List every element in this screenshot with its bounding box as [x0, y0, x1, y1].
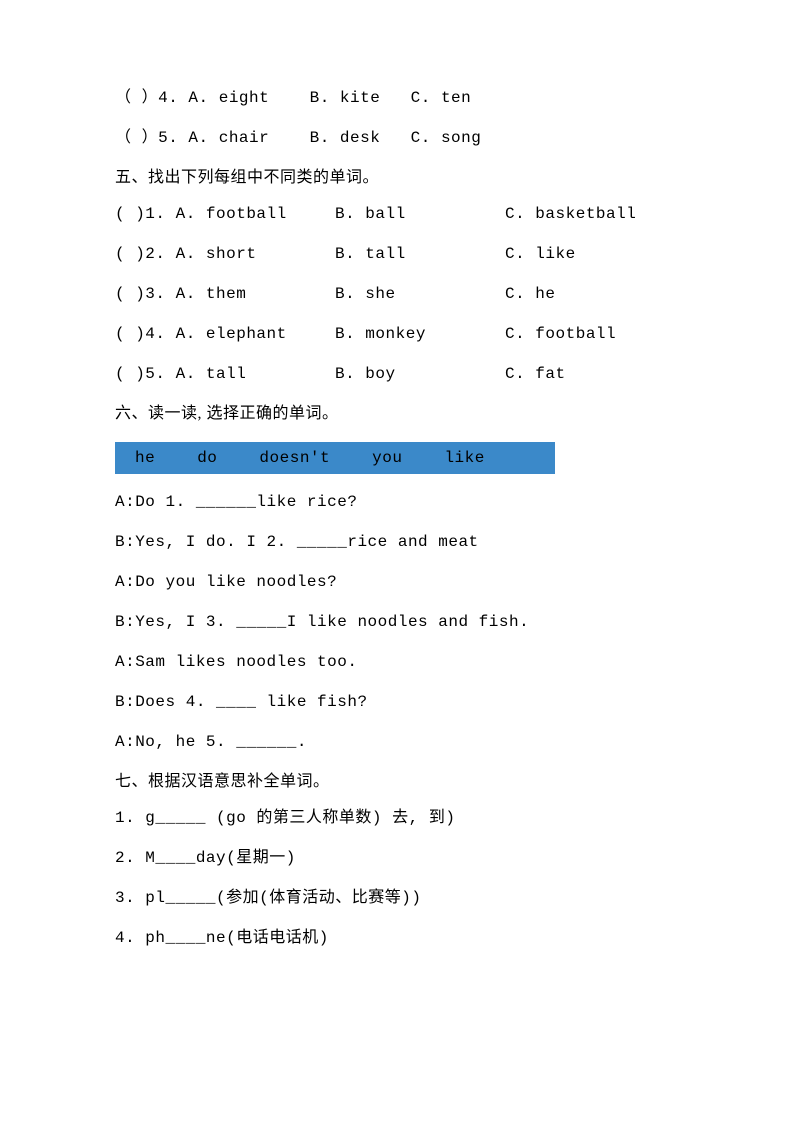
dialogue-line: A:No, he 5. ______.: [115, 734, 679, 750]
dialogue-line: B:Does 4. ____ like fish?: [115, 694, 679, 710]
fill-item: 3. pl_____(参加(体育活动、比赛等)): [115, 890, 679, 906]
question-text: （ ）5. A. chair B. desk C. song: [115, 129, 481, 147]
dialogue-line: A:Do 1. ______like rice?: [115, 494, 679, 510]
option-c: C. like: [505, 246, 679, 262]
fill-item: 2. M____day(星期一): [115, 850, 679, 866]
section-title: 六、读一读, 选择正确的单词。: [115, 406, 679, 422]
fill-item: 1. g_____ (go 的第三人称单数) 去, 到): [115, 810, 679, 826]
word-bank: he do doesn't you like: [115, 442, 555, 474]
question-item: ( )1. A. football B. ball C. basketball: [115, 206, 679, 222]
option-c: C. fat: [505, 366, 679, 382]
word-bank-item: doesn't: [259, 450, 330, 466]
option-a: ( )5. A. tall: [115, 366, 335, 382]
dialogue-line: B:Yes, I 3. _____I like noodles and fish…: [115, 614, 679, 630]
section-title: 五、找出下列每组中不同类的单词。: [115, 170, 679, 186]
question-item: ( )4. A. elephant B. monkey C. football: [115, 326, 679, 342]
word-bank-item: like: [444, 450, 484, 466]
option-b: B. tall: [335, 246, 505, 262]
question-item: （ ）5. A. chair B. desk C. song: [115, 130, 679, 146]
option-c: C. football: [505, 326, 679, 342]
option-a: ( )3. A. them: [115, 286, 335, 302]
option-b: B. boy: [335, 366, 505, 382]
option-c: C. he: [505, 286, 679, 302]
option-a: ( )1. A. football: [115, 206, 335, 222]
option-a: ( )2. A. short: [115, 246, 335, 262]
question-item: ( )5. A. tall B. boy C. fat: [115, 366, 679, 382]
word-bank-item: he: [135, 450, 155, 466]
option-b: B. ball: [335, 206, 505, 222]
dialogue-line: B:Yes, I do. I 2. _____rice and meat: [115, 534, 679, 550]
question-item: ( )2. A. short B. tall C. like: [115, 246, 679, 262]
dialogue-line: A:Do you like noodles?: [115, 574, 679, 590]
word-bank-item: you: [372, 450, 402, 466]
option-b: B. monkey: [335, 326, 505, 342]
option-a: ( )4. A. elephant: [115, 326, 335, 342]
section-title: 七、根据汉语意思补全单词。: [115, 774, 679, 790]
question-text: （ ）4. A. eight B. kite C. ten: [115, 89, 471, 107]
option-c: C. basketball: [505, 206, 679, 222]
fill-item: 4. ph____ne(电话电话机): [115, 930, 679, 946]
question-item: ( )3. A. them B. she C. he: [115, 286, 679, 302]
word-bank-item: do: [197, 450, 217, 466]
option-b: B. she: [335, 286, 505, 302]
question-item: （ ）4. A. eight B. kite C. ten: [115, 90, 679, 106]
dialogue-line: A:Sam likes noodles too.: [115, 654, 679, 670]
